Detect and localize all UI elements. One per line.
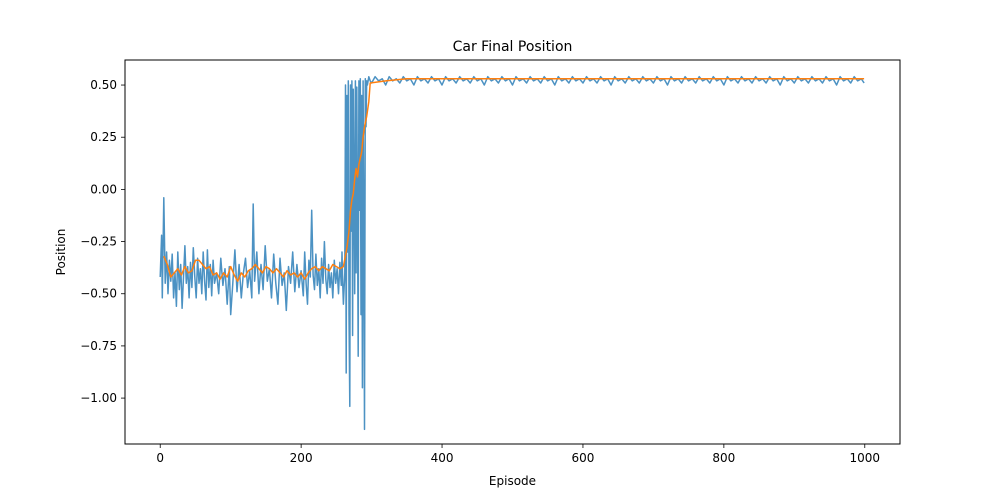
x-tick-label: 800	[712, 451, 735, 465]
y-tick-label: 0.00	[90, 182, 117, 196]
x-axis-label: Episode	[489, 474, 536, 488]
x-tick-label: 1000	[849, 451, 880, 465]
x-tick-label: 200	[290, 451, 313, 465]
y-tick-label: −0.75	[80, 339, 117, 353]
series-line-2	[163, 78, 865, 282]
series-line-1	[159, 75, 865, 431]
y-axis-label: Position	[54, 229, 68, 276]
x-axis-ticks: 0 200 400 600 800 1000	[156, 444, 880, 465]
x-tick-label: 0	[156, 451, 164, 465]
y-tick-label: −0.25	[80, 235, 117, 249]
chart-title: Car Final Position	[453, 39, 573, 55]
axes-frame	[124, 59, 901, 445]
plot-area	[124, 59, 901, 445]
y-tick-label: 0.25	[90, 130, 117, 144]
series-layer	[159, 75, 865, 431]
y-axis-ticks: 0.50 0.25 0.00 −0.25 −0.50 −0.75 −1.00	[80, 78, 125, 405]
y-tick-label: −0.50	[80, 287, 117, 301]
y-tick-label: −1.00	[80, 391, 117, 405]
x-tick-label: 600	[572, 451, 595, 465]
y-tick-label: 0.50	[90, 78, 117, 92]
x-tick-label: 400	[431, 451, 454, 465]
